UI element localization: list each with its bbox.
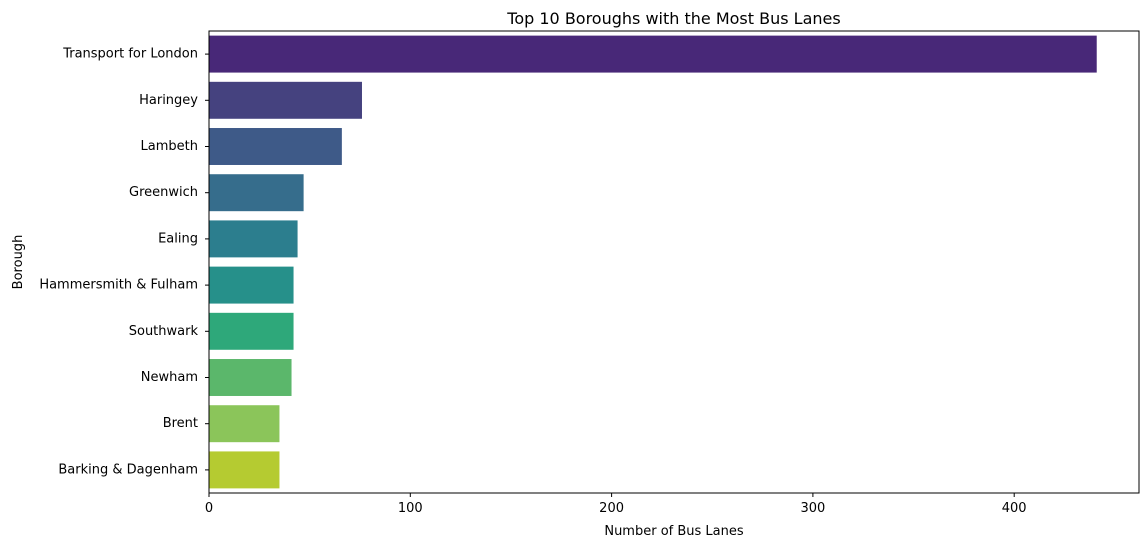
- x-axis: 0 100 200 300 400: [205, 493, 1027, 516]
- bar-0: [209, 35, 1097, 73]
- y-tick-label-0: Transport for London: [62, 47, 198, 62]
- x-tick-label-4: 400: [1002, 501, 1027, 516]
- x-tick-label-3: 300: [800, 501, 825, 516]
- bar-3: [209, 174, 304, 212]
- y-tick-label-5: Hammersmith & Fulham: [39, 278, 198, 293]
- bar-1: [209, 81, 362, 119]
- x-tick-label-2: 200: [599, 501, 624, 516]
- y-tick-label-9: Barking & Dagenham: [58, 462, 198, 477]
- y-tick-label-2: Lambeth: [141, 139, 198, 154]
- bars-layer: [209, 35, 1097, 489]
- y-tick-label-7: Newham: [141, 370, 198, 385]
- bar-8: [209, 405, 280, 443]
- y-tick-label-6: Southwark: [129, 324, 199, 339]
- y-tick-label-1: Haringey: [139, 93, 198, 108]
- x-tick-label-0: 0: [205, 501, 213, 516]
- bar-7: [209, 359, 292, 396]
- y-tick-label-4: Ealing: [158, 231, 198, 246]
- bar-4: [209, 220, 298, 258]
- bar-5: [209, 266, 294, 304]
- plot-frame: [208, 30, 1140, 494]
- x-tick-label-1: 100: [398, 501, 423, 516]
- bar-9: [209, 451, 280, 489]
- x-axis-label: Number of Bus Lanes: [604, 524, 744, 539]
- bar-2: [209, 128, 342, 165]
- y-axis: Transport for London Haringey Lambeth Green…: [39, 47, 209, 477]
- bar-6: [209, 312, 294, 350]
- y-axis-label: Borough: [11, 235, 26, 290]
- chart-title: Top 10 Boroughs with the Most Bus Lanes: [506, 9, 840, 28]
- y-tick-label-3: Greenwich: [129, 185, 198, 200]
- y-tick-label-8: Brent: [163, 416, 198, 431]
